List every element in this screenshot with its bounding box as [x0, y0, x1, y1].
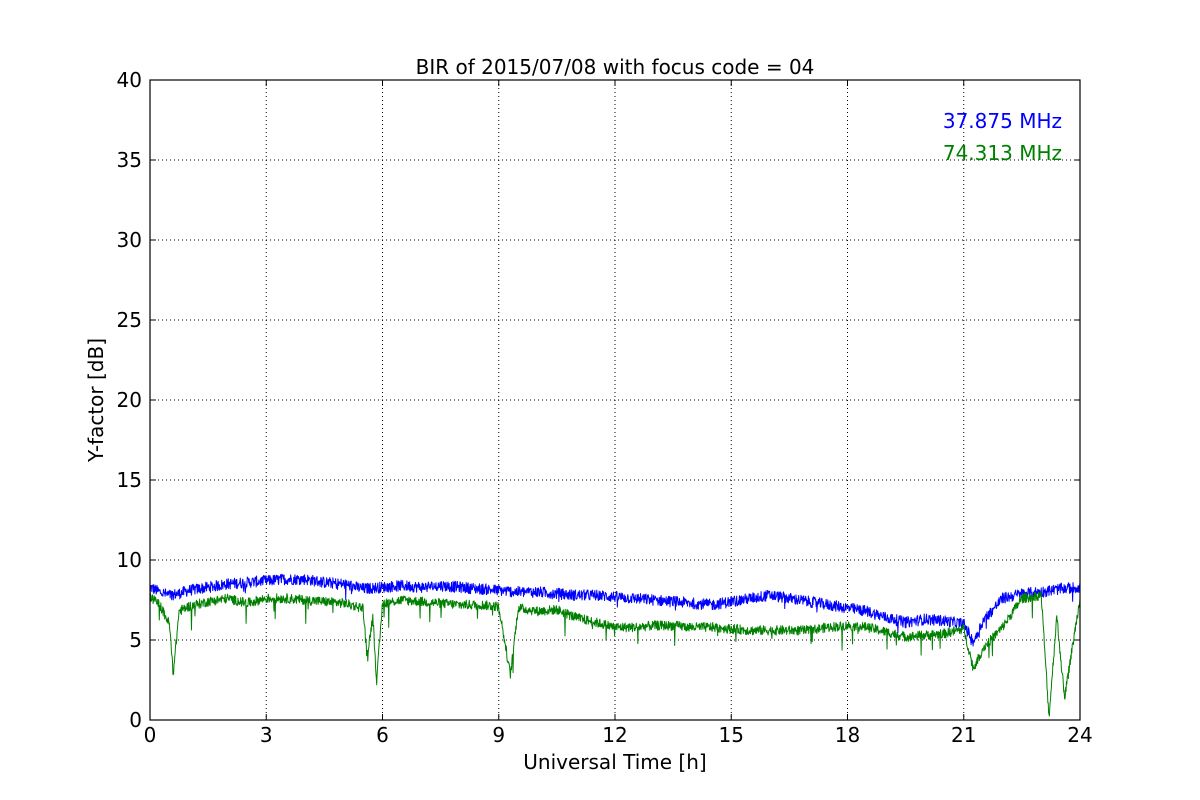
- series-layer: [149, 573, 1081, 717]
- x-tick-label: 3: [260, 723, 273, 747]
- x-tick-label: 15: [719, 723, 744, 747]
- y-tick-label: 30: [117, 228, 142, 252]
- x-tick-label: 0: [144, 723, 157, 747]
- y-tick-label: 35: [117, 148, 142, 172]
- x-axis-label: Universal Time [h]: [523, 750, 706, 774]
- x-tick-label: 21: [951, 723, 976, 747]
- legend-entry-0: 37.875 MHz: [943, 109, 1062, 133]
- y-tick-label: 25: [117, 308, 142, 332]
- legend-entry-1: 74.313 MHz: [943, 141, 1062, 165]
- y-tick-label: 5: [129, 628, 142, 652]
- y-axis-label: Y-factor [dB]: [84, 338, 108, 463]
- x-tick-label: 9: [492, 723, 505, 747]
- grid: [150, 80, 1080, 720]
- x-tick-label: 24: [1067, 723, 1092, 747]
- series-line-0: [149, 573, 1081, 647]
- y-tick-label: 10: [117, 548, 142, 572]
- legend: 37.875 MHz 74.313 MHz: [943, 109, 1062, 165]
- y-tick-label: 15: [117, 468, 142, 492]
- ticks: [149, 79, 1081, 721]
- y-tick-label: 40: [117, 68, 142, 92]
- x-tick-label: 18: [835, 723, 860, 747]
- y-tick-label: 0: [129, 708, 142, 732]
- series-line-1: [149, 590, 1081, 717]
- x-tick-label: 6: [376, 723, 389, 747]
- y-tick-label: 20: [117, 388, 142, 412]
- tick-labels: 0 3 6 9 12 15 18 21 24 0 5 10 15 20 25 30 35 40: [117, 68, 1093, 747]
- chart-title: BIR of 2015/07/08 with focus code = 04: [416, 55, 815, 79]
- x-tick-label: 12: [602, 723, 627, 747]
